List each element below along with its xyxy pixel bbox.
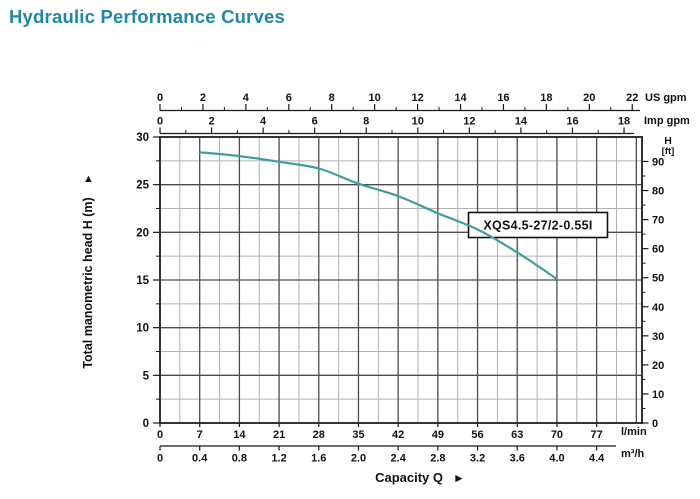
us-gpm-tick-label: 20	[583, 92, 595, 104]
us-gpm-tick-label: 16	[497, 92, 509, 104]
head-ft-tick-label: 60	[652, 244, 664, 256]
lmin-tick-label: 56	[471, 429, 483, 441]
head-m-tick-label: 10	[136, 323, 149, 335]
lmin-tick-label: 28	[313, 429, 325, 441]
lmin-tick-label: 0	[157, 429, 163, 441]
y-axis-up-arrow-icon: ▲	[83, 173, 94, 185]
us-gpm-tick-label: 14	[454, 92, 467, 104]
m3h-tick-label: 1.6	[311, 453, 326, 465]
us-gpm-tick-label: 12	[411, 92, 423, 104]
imp-gpm-tick-label: 6	[312, 116, 318, 128]
x-axis-title: Capacity Q ►	[200, 470, 640, 485]
us-gpm-tick-label: 2	[200, 92, 206, 104]
lmin-tick-label: 77	[591, 429, 603, 441]
lmin-tick-label: 14	[233, 429, 246, 441]
lmin-tick-label: 63	[511, 429, 523, 441]
m3h-tick-label: 0	[157, 453, 163, 465]
imp-gpm-tick-label: 14	[515, 116, 528, 128]
imp-gpm-tick-label: 4	[260, 116, 267, 128]
lmin-unit-label: l/min	[621, 426, 647, 438]
m3h-tick-label: 0.4	[192, 453, 208, 465]
head-m-tick-label: 25	[136, 180, 149, 192]
us-gpm-tick-label: 22	[626, 92, 638, 104]
head-ft-unit-label: H [ft]	[650, 135, 686, 158]
imp-gpm-tick-label: 16	[566, 116, 578, 128]
head-ft-tick-label: 40	[652, 302, 664, 314]
m3h-tick-label: 0.8	[232, 453, 247, 465]
head-ft-tick-label: 80	[652, 186, 664, 198]
lmin-tick-label: 49	[432, 429, 444, 441]
lmin-tick-label: 7	[197, 429, 203, 441]
m3h-tick-label: 2.0	[351, 453, 366, 465]
m3h-tick-label: 1.2	[271, 453, 286, 465]
imp-gpm-tick-label: 12	[463, 116, 475, 128]
imp-gpm-tick-label: 0	[157, 116, 163, 128]
m3h-tick-label: 4.4	[589, 453, 605, 465]
head-ft-tick-label: 20	[652, 360, 664, 372]
imp-gpm-tick-label: 8	[363, 116, 369, 128]
us-gpm-tick-label: 8	[329, 92, 335, 104]
head-ft-bracket: [ft]	[661, 146, 675, 158]
m3h-tick-label: 3.6	[510, 453, 525, 465]
imp-gpm-unit-label: Imp gpm	[644, 115, 690, 127]
head-m-tick-label: 0	[143, 418, 149, 430]
lmin-tick-label: 21	[273, 429, 285, 441]
head-ft-tick-label: 70	[652, 215, 664, 227]
m3h-tick-label: 2.8	[430, 453, 445, 465]
m3h-tick-label: 2.4	[391, 453, 407, 465]
lmin-tick-label: 35	[352, 429, 364, 441]
x-axis-title-text: Capacity Q	[375, 470, 444, 485]
m3h-unit-label: m³/h	[621, 448, 645, 460]
x-axis-right-arrow-icon: ►	[453, 471, 465, 485]
us-gpm-tick-label: 0	[157, 92, 163, 104]
head-m-tick-label: 5	[143, 370, 150, 382]
head-ft-tick-label: 90	[652, 156, 664, 168]
head-ft-tick-label: 50	[652, 273, 664, 285]
us-gpm-tick-label: 18	[540, 92, 552, 104]
lmin-tick-label: 42	[392, 429, 404, 441]
us-gpm-unit-label: US gpm	[645, 92, 687, 104]
head-ft-tick-label: 0	[652, 418, 658, 430]
head-ft-symbol: H	[664, 135, 672, 147]
curve-label-box	[467, 211, 609, 239]
head-ft-tick-label: 10	[652, 389, 664, 401]
page-title: Hydraulic Performance Curves	[9, 6, 286, 27]
imp-gpm-tick-label: 10	[412, 116, 424, 128]
us-gpm-tick-label: 4	[243, 92, 250, 104]
lmin-tick-label: 70	[551, 429, 563, 441]
us-gpm-tick-label: 6	[286, 92, 292, 104]
us-gpm-tick-label: 10	[369, 92, 381, 104]
head-m-tick-label: 30	[136, 132, 149, 144]
head-ft-tick-label: 30	[652, 331, 664, 343]
imp-gpm-tick-label: 2	[208, 116, 214, 128]
imp-gpm-tick-label: 18	[618, 116, 630, 128]
curve-model-label: XQS4.5-27/2-0.55I	[483, 219, 592, 233]
m3h-tick-label: 3.2	[470, 453, 485, 465]
head-m-tick-label: 15	[136, 275, 149, 287]
head-m-tick-label: 20	[136, 227, 149, 239]
performance-curve	[198, 151, 558, 281]
m3h-tick-label: 4.0	[549, 453, 564, 465]
y-axis-title: Total manometric head H (m)	[81, 197, 95, 369]
